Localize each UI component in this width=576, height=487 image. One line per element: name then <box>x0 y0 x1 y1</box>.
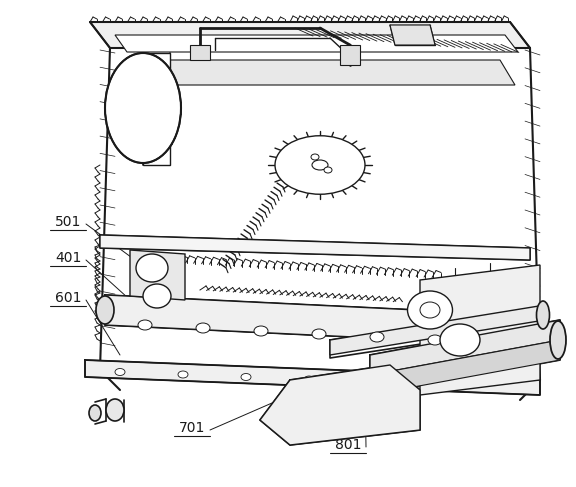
Ellipse shape <box>312 329 326 339</box>
Ellipse shape <box>196 323 210 333</box>
Polygon shape <box>130 60 515 85</box>
Ellipse shape <box>96 296 114 324</box>
Polygon shape <box>340 45 360 65</box>
Ellipse shape <box>440 324 480 356</box>
Polygon shape <box>260 365 420 445</box>
Polygon shape <box>190 45 210 60</box>
Text: 801: 801 <box>335 438 361 452</box>
Polygon shape <box>370 320 560 375</box>
Ellipse shape <box>138 320 152 330</box>
Ellipse shape <box>178 371 188 378</box>
Polygon shape <box>130 250 185 300</box>
Ellipse shape <box>536 301 550 329</box>
Ellipse shape <box>304 376 314 383</box>
Ellipse shape <box>106 399 124 421</box>
Ellipse shape <box>275 136 365 194</box>
Ellipse shape <box>311 154 319 160</box>
Ellipse shape <box>428 335 442 345</box>
Text: 501: 501 <box>55 215 81 229</box>
Ellipse shape <box>143 284 171 308</box>
Text: 601: 601 <box>55 291 81 305</box>
Polygon shape <box>370 340 560 395</box>
Ellipse shape <box>115 369 125 375</box>
Ellipse shape <box>324 167 332 173</box>
Polygon shape <box>330 305 545 355</box>
Ellipse shape <box>241 374 251 380</box>
Ellipse shape <box>370 332 384 342</box>
Ellipse shape <box>254 326 268 336</box>
Ellipse shape <box>550 321 566 359</box>
Ellipse shape <box>430 381 440 388</box>
Text: 701: 701 <box>179 421 205 435</box>
Ellipse shape <box>407 291 453 329</box>
Ellipse shape <box>105 53 181 163</box>
Ellipse shape <box>89 405 101 421</box>
Polygon shape <box>390 25 435 45</box>
Text: 401: 401 <box>55 251 81 265</box>
Polygon shape <box>100 235 530 260</box>
Ellipse shape <box>367 378 377 386</box>
Polygon shape <box>115 35 518 52</box>
Polygon shape <box>85 360 540 395</box>
Ellipse shape <box>136 254 168 282</box>
Ellipse shape <box>420 302 440 318</box>
Polygon shape <box>420 265 540 395</box>
Polygon shape <box>105 295 520 345</box>
Ellipse shape <box>312 160 328 170</box>
Polygon shape <box>90 22 530 48</box>
Polygon shape <box>143 53 170 165</box>
